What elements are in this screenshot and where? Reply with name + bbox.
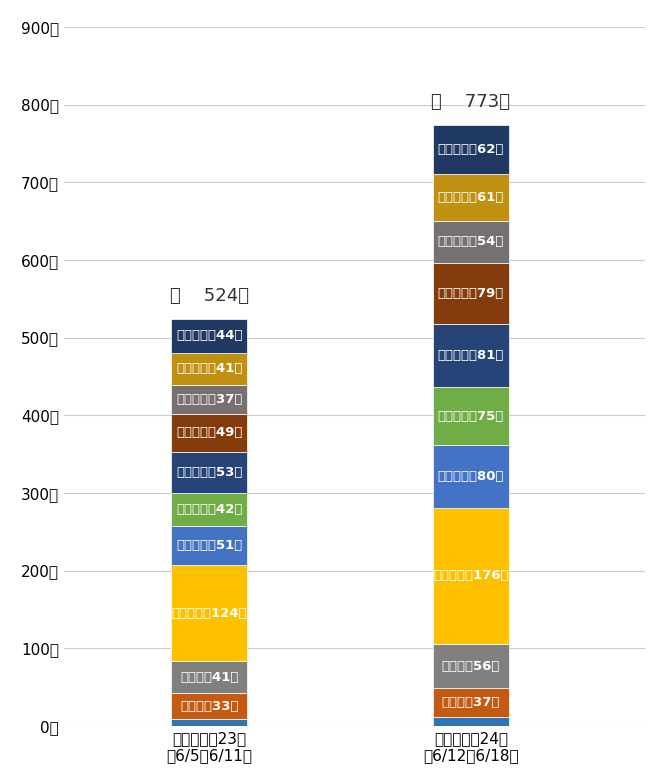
Text: ５歳～，41人: ５歳～，41人: [180, 671, 238, 684]
Text: 計    773人: 計 773人: [432, 93, 510, 111]
Bar: [171, 414, 247, 452]
Text: １０歳～，176人: １０歳～，176人: [433, 569, 509, 583]
Bar: [433, 325, 509, 387]
Bar: [171, 719, 247, 726]
Text: ８０歳～，44人: ８０歳～，44人: [176, 329, 242, 343]
Text: １歳～，33人: １歳～，33人: [180, 699, 238, 713]
Text: ４０歳～，53人: ４０歳～，53人: [176, 466, 242, 479]
Text: ６０歳～，37人: ６０歳～，37人: [176, 393, 242, 406]
Bar: [433, 507, 509, 644]
Bar: [171, 525, 247, 565]
Text: ２０歳～，51人: ２０歳～，51人: [176, 539, 242, 552]
Bar: [171, 493, 247, 525]
Text: ２０歳～，80人: ２０歳～，80人: [438, 470, 504, 483]
Bar: [433, 445, 509, 507]
Text: ７０歳～，41人: ７０歳～，41人: [176, 362, 242, 376]
Bar: [171, 319, 247, 353]
Text: ７０歳～，61人: ７０歳～，61人: [438, 191, 504, 204]
Bar: [433, 263, 509, 325]
Bar: [433, 221, 509, 263]
Text: ６０歳～，54人: ６０歳～，54人: [438, 235, 504, 249]
Bar: [433, 717, 509, 726]
Text: ５０歳～，79人: ５０歳～，79人: [438, 287, 504, 300]
Text: １０歳～，124人: １０歳～，124人: [171, 607, 247, 620]
Bar: [171, 385, 247, 414]
Text: ４０歳～，81人: ４０歳～，81人: [438, 350, 504, 362]
Text: ３０歳～，42人: ３０歳～，42人: [176, 503, 242, 516]
Bar: [433, 173, 509, 221]
Bar: [171, 565, 247, 662]
Text: 計    524人: 計 524人: [170, 287, 248, 305]
Text: ５０歳～，49人: ５０歳～，49人: [176, 426, 242, 439]
Bar: [171, 693, 247, 719]
Bar: [171, 353, 247, 385]
Bar: [433, 688, 509, 717]
Bar: [433, 387, 509, 445]
Text: ５歳～，56人: ５歳～，56人: [442, 659, 500, 673]
Text: ３０歳～，75人: ３０歳～，75人: [438, 410, 504, 423]
Text: １歳～，37人: １歳～，37人: [442, 695, 500, 709]
Text: ８０歳～，62人: ８０歳～，62人: [438, 143, 504, 156]
Bar: [171, 662, 247, 693]
Bar: [171, 452, 247, 493]
Bar: [433, 125, 509, 173]
Bar: [433, 644, 509, 688]
